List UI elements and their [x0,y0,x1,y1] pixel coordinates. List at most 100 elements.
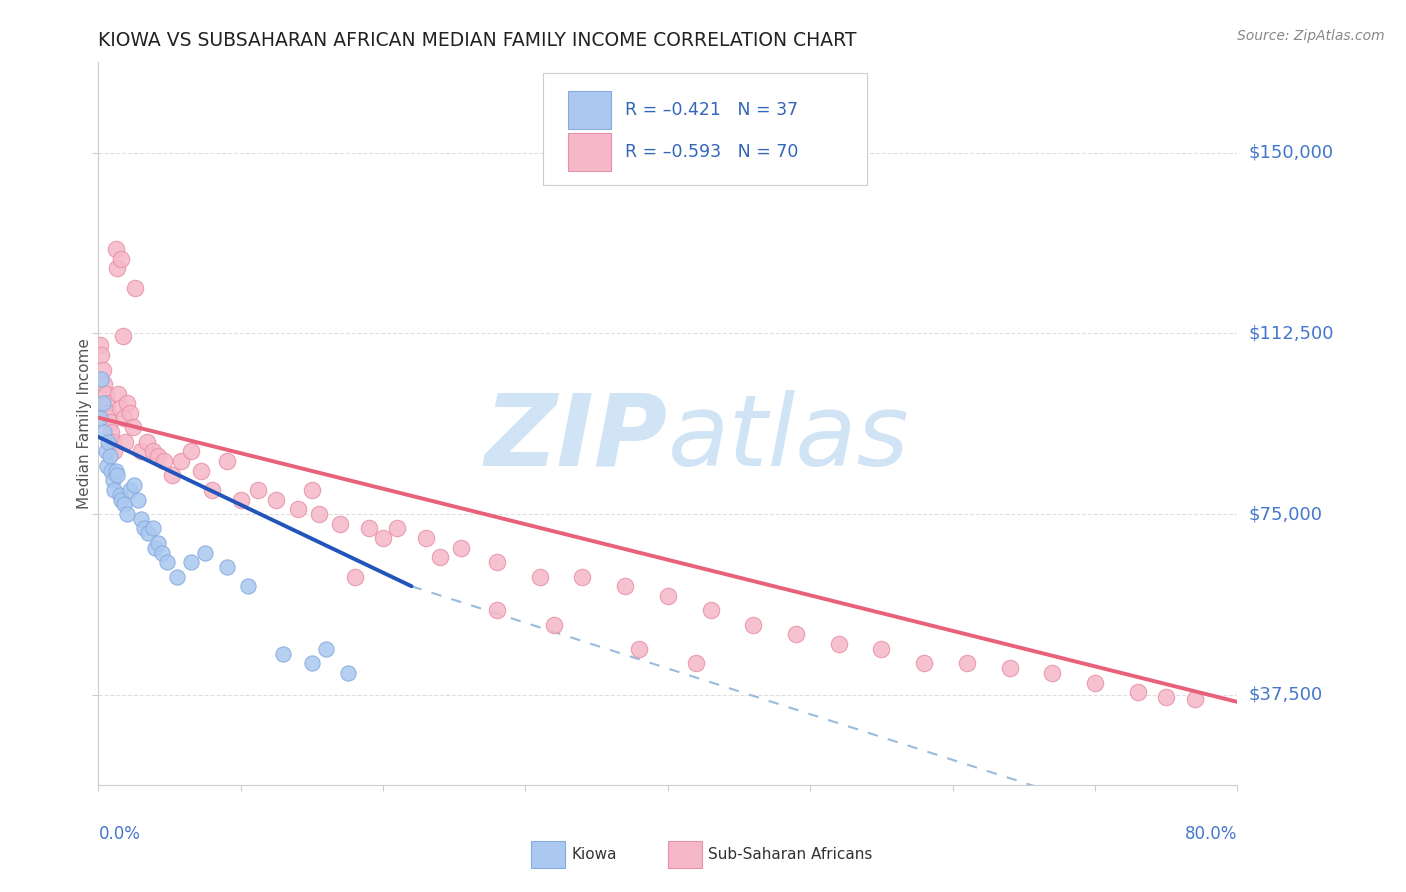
Text: KIOWA VS SUBSAHARAN AFRICAN MEDIAN FAMILY INCOME CORRELATION CHART: KIOWA VS SUBSAHARAN AFRICAN MEDIAN FAMIL… [98,31,856,50]
Point [486,603,509,617]
Point [96,458,118,473]
Text: ZIP: ZIP [485,390,668,487]
Point [115,396,138,410]
Point [343,569,366,583]
Point [103,444,125,458]
Point [415,531,437,545]
Point [111,328,134,343]
Point [89,338,111,352]
Point [373,531,395,545]
Point [91,396,114,410]
Point [94,386,117,401]
Point [998,661,1021,675]
Point [870,641,893,656]
Point [94,444,117,458]
Point [91,362,114,376]
Point [162,468,184,483]
FancyBboxPatch shape [568,91,612,129]
Point [97,434,120,449]
Point [136,526,159,541]
Point [93,376,115,391]
Point [101,434,124,449]
Point [387,521,409,535]
Point [122,478,145,492]
Point [107,386,129,401]
Point [657,589,679,603]
Point [115,507,138,521]
Point [98,449,121,463]
Point [103,483,125,497]
Text: Kiowa: Kiowa [571,847,617,862]
Point [170,454,193,468]
Point [1184,692,1206,706]
Point [301,483,323,497]
Text: R = –0.593   N = 70: R = –0.593 N = 70 [624,143,799,161]
Point [315,641,337,656]
Point [229,492,252,507]
Text: Sub-Saharan Africans: Sub-Saharan Africans [707,847,872,862]
Point [543,617,565,632]
Point [201,483,224,497]
Point [166,569,188,583]
Point [1084,675,1107,690]
Text: $75,000: $75,000 [1249,505,1323,523]
Point [110,252,132,266]
FancyBboxPatch shape [531,840,565,868]
Point [148,449,170,463]
Point [90,372,112,386]
Point [429,550,451,565]
Point [97,406,120,420]
Point [828,637,851,651]
Point [190,464,212,478]
Point [89,410,111,425]
FancyBboxPatch shape [668,840,702,868]
Point [108,401,131,415]
Text: $150,000: $150,000 [1249,144,1333,161]
Point [329,516,352,531]
Point [121,420,143,434]
Point [148,536,170,550]
Point [287,502,309,516]
Point [357,521,380,535]
Point [266,492,288,507]
Text: 0.0%: 0.0% [98,825,141,843]
Point [112,497,135,511]
Point [145,541,167,555]
Point [118,483,141,497]
Point [742,617,765,632]
Point [180,444,202,458]
Point [1126,685,1149,699]
Point [110,492,132,507]
Point [101,473,124,487]
Text: 80.0%: 80.0% [1185,825,1237,843]
Point [108,488,131,502]
Point [156,555,179,569]
Point [153,454,176,468]
Point [912,657,935,671]
Point [112,410,135,425]
Point [336,665,359,680]
Text: Source: ZipAtlas.com: Source: ZipAtlas.com [1237,29,1385,43]
Point [141,444,163,458]
Y-axis label: Median Family Income: Median Family Income [77,338,91,509]
Point [1154,690,1177,704]
Text: $37,500: $37,500 [1249,686,1323,704]
Point [132,521,155,535]
Point [628,641,651,656]
FancyBboxPatch shape [568,133,612,171]
Point [129,444,152,458]
Point [127,492,149,507]
Point [236,579,259,593]
Point [135,434,157,449]
Point [105,468,128,483]
Point [246,483,269,497]
Point [308,507,330,521]
Text: $112,500: $112,500 [1249,325,1334,343]
Point [1040,665,1063,680]
Point [785,627,807,641]
Point [98,416,121,430]
Point [104,242,127,256]
Point [956,657,979,671]
Point [529,569,551,583]
Point [114,434,136,449]
